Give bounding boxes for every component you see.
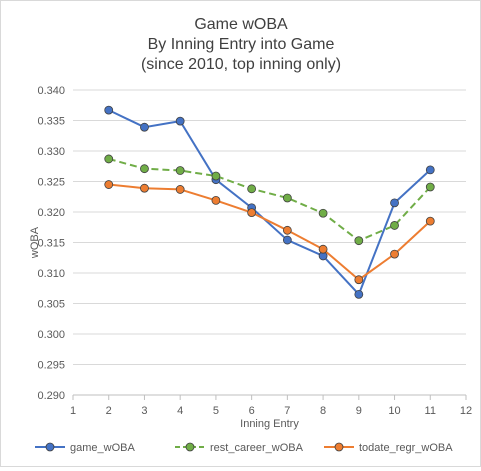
data-point [211,171,221,181]
legend-marker [45,442,55,452]
y-tick-label: 0.295 [37,360,65,372]
data-point [140,164,149,174]
legend-label: game_wOBA [70,442,135,454]
data-point [211,196,221,205]
series-game_wOBA [104,105,435,299]
data-point [425,165,435,175]
data-point [425,182,435,192]
legend-item-todate_regr_wOBA: todate_regr_wOBA [324,442,453,454]
data-point [390,198,399,208]
series-line-todate_regr_wOBA [108,183,431,281]
x-axis-title: Inning Entry [240,418,299,430]
data-point [354,275,364,285]
x-tick-label: 5 [213,405,219,417]
axes: 0.290 0.295 0.300 0.305 0.310 0.315 0.320 0.325… [29,85,472,430]
x-tick-label: 12 [460,405,472,417]
series-todate_regr_wOBA [104,180,435,285]
chart-title-line: Game wOBA [194,16,288,33]
legend-marker [185,442,195,452]
data-point [282,225,292,235]
x-tick-label: 2 [106,405,112,417]
y-tick-label: 0.315 [37,238,65,250]
chart-title: Game wOBA By Inning Entry into Game (since… [141,16,341,73]
data-point [282,235,292,245]
data-point [175,116,185,126]
data-point [282,193,292,203]
x-tick-label: 10 [388,405,400,417]
series-rest_career_wOBA [104,154,435,246]
y-tick-label: 0.320 [37,207,65,219]
data-point [104,180,114,189]
y-tick-label: 0.330 [37,146,65,158]
x-tick-label: 9 [356,405,362,417]
data-point [140,122,149,132]
data-point [425,216,435,226]
legend-label: rest_career_wOBA [210,442,304,454]
series-line-game_wOBA [108,109,431,296]
y-tick-label: 0.340 [37,85,65,97]
data-point [175,185,185,194]
series-lines [104,105,435,299]
y-tick-label: 0.300 [37,329,65,341]
data-point [247,184,257,194]
x-tick-label: 4 [177,405,183,417]
data-point [175,166,185,175]
legend-marker [334,442,344,452]
x-tick-label: 3 [141,405,147,417]
data-point [140,183,149,193]
gridlines [73,89,466,396]
data-point [104,105,114,115]
x-tick-label: 6 [249,405,255,417]
legend-item-game_wOBA: game_wOBA [35,442,135,454]
y-tick-label: 0.335 [37,116,65,128]
x-tick-label: 7 [284,405,290,417]
data-point [390,249,399,259]
legend-item-rest_career_wOBA: rest_career_wOBA [175,442,304,454]
y-tick-label: 0.290 [37,390,65,402]
legend: game_wOBA rest_career_wOBA todate_regr_wOB… [35,442,453,454]
chart-title-line: (since 2010, top inning only) [141,56,341,73]
data-point [354,236,364,246]
x-tick-label: 11 [425,405,436,417]
data-point [247,208,257,218]
y-tick-label: 0.325 [37,177,65,189]
data-point [104,154,114,164]
data-point [318,208,328,218]
y-tick-label: 0.305 [37,299,65,311]
data-point [318,244,328,254]
x-tick-label: 1 [70,405,76,417]
x-tick-label: 8 [320,405,326,417]
data-point [390,221,399,230]
series-line-rest_career_wOBA [108,157,432,242]
chart-title-line: By Inning Entry into Game [148,36,335,53]
y-tick-label: 0.310 [37,268,65,280]
data-point [354,289,364,299]
y-axis-title: wOBA [29,226,41,259]
legend-label: todate_regr_wOBA [359,442,453,454]
